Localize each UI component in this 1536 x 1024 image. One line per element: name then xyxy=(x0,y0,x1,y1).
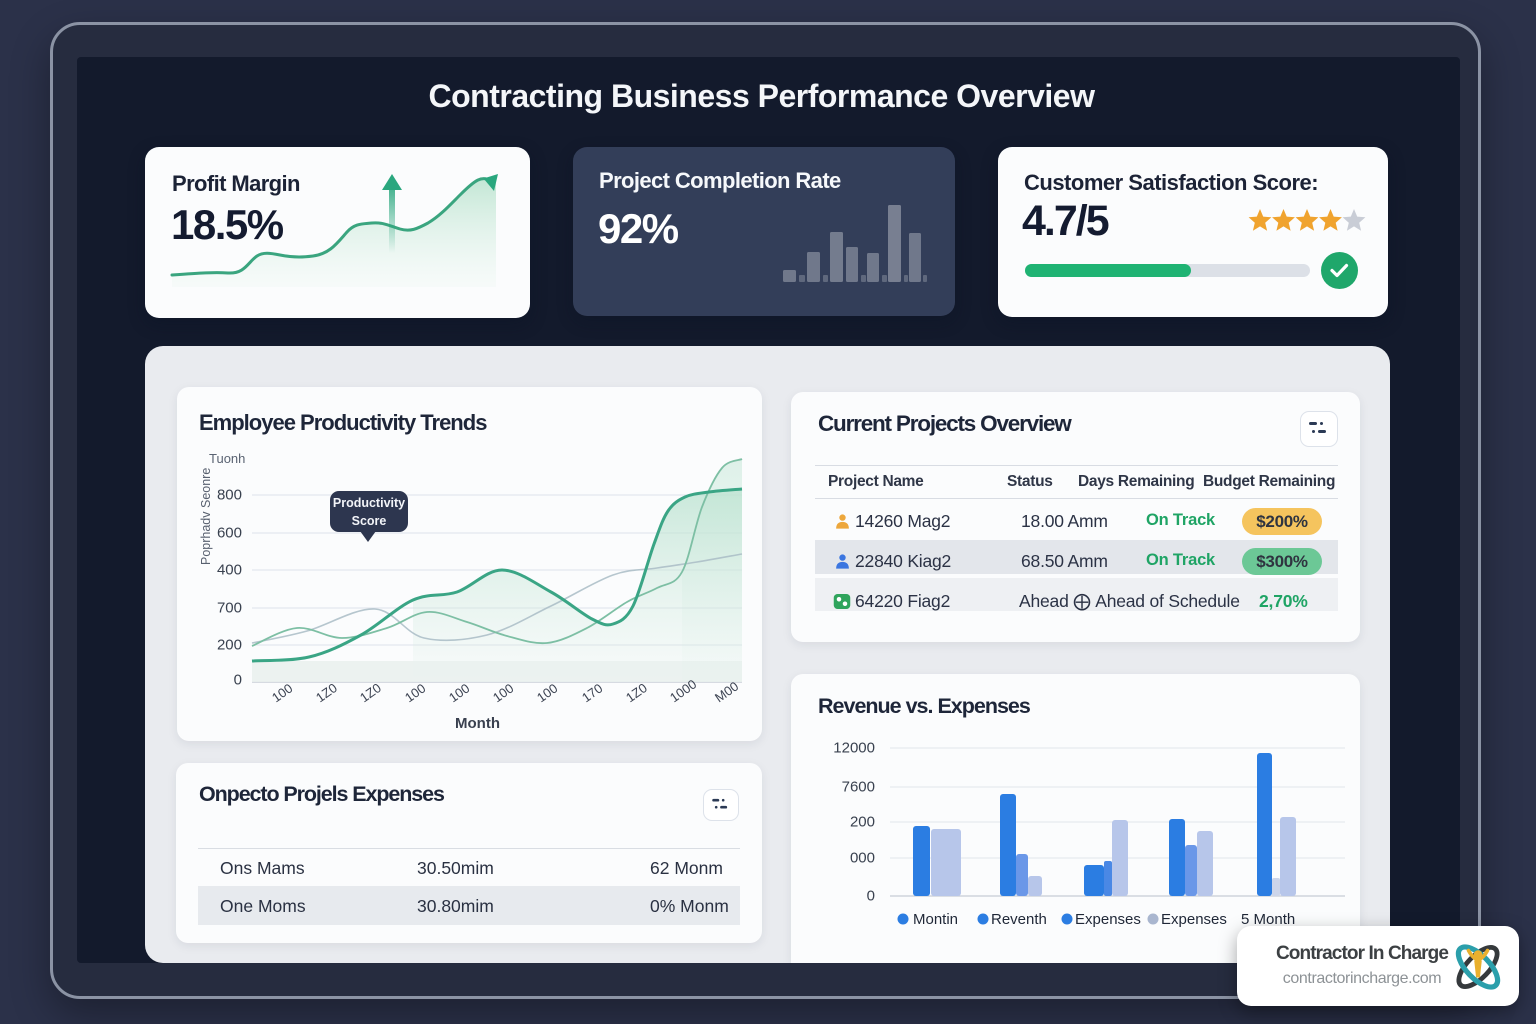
svg-text:Reventh: Reventh xyxy=(991,911,1047,928)
svg-text:Montin: Montin xyxy=(913,911,958,928)
svg-text:Expenses: Expenses xyxy=(1161,911,1227,928)
svg-text:5 Month: 5 Month xyxy=(1241,911,1295,928)
svg-text:Expenses: Expenses xyxy=(1075,911,1141,928)
